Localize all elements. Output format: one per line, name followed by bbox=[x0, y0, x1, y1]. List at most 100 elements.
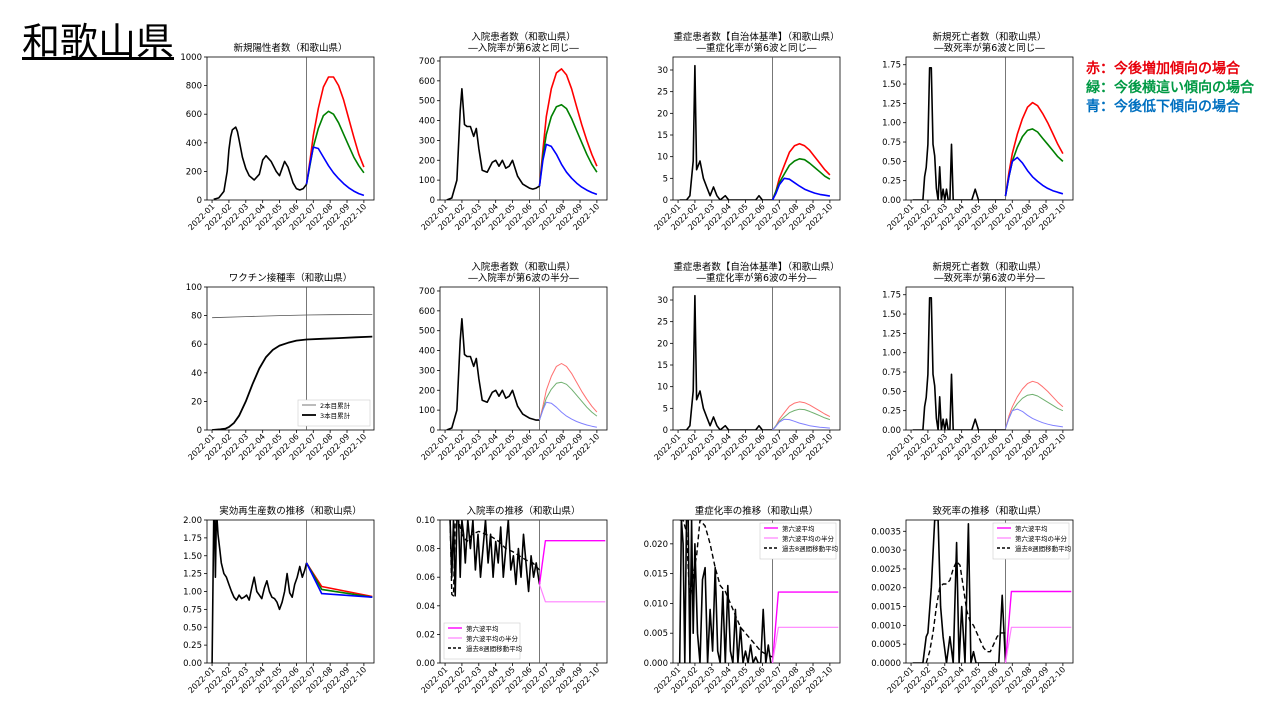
chart-panel-8: 新規死亡者数（和歌山県）―致死率が第6波の半分― 0.00 0.25 0.50 0.75… bbox=[882, 261, 1074, 462]
chart-title: 重症化率の推移（和歌山県） bbox=[695, 505, 819, 517]
series-line-increase bbox=[538, 68, 598, 187]
series-line-decrease bbox=[305, 562, 373, 598]
legend-label: 第六波平均の半分 bbox=[782, 534, 835, 543]
series-line-magenta bbox=[771, 591, 839, 663]
y-tick-label: 1.00 bbox=[882, 119, 901, 129]
y-tick-label: 200 bbox=[419, 386, 435, 396]
chart-panel-11: 重症化率の推移（和歌山県）0.0000.0050.0100.0150.02020… bbox=[644, 505, 841, 695]
series-line-observed bbox=[679, 294, 773, 430]
y-tick-label: 20 bbox=[657, 339, 668, 349]
chart-panel-10: 入院率の推移（和歌山県）0.000.020.040.060.080.102022… bbox=[416, 505, 608, 695]
legend-label: 第六波平均の半分 bbox=[466, 634, 519, 643]
y-tick-label: 0.00 bbox=[882, 196, 901, 206]
y-tick-label: 400 bbox=[186, 139, 202, 149]
chart-panel-12: 致死率の推移（和歌山県） 0.0000 0.0005 0.0010 0.0015 0.00… bbox=[871, 505, 1074, 695]
page-title: 和歌山県 bbox=[22, 20, 175, 64]
series-line-flat bbox=[1004, 128, 1064, 197]
chart-panel-7: 重症患者数【自治体基準】（和歌山県）―重症化率が第6波の半分― 0 5 10 15 20 2… bbox=[652, 261, 841, 462]
legend-label: 第六波平均 bbox=[1015, 524, 1048, 533]
y-tick-label: 600 bbox=[419, 307, 435, 317]
y-tick-label: 30 bbox=[657, 66, 668, 76]
series-line-bold bbox=[212, 335, 373, 430]
chart-panel-6: 入院患者数（和歌山県）―入院率が第6波の半分― 0 100 200 300 400 500 6… bbox=[419, 261, 608, 462]
legend-box bbox=[759, 522, 837, 560]
chart-title: ―致死率が第6波の半分― bbox=[934, 272, 1045, 284]
y-tick-label: 10 bbox=[657, 383, 668, 393]
y-tick-label: 1.75 bbox=[882, 291, 901, 301]
y-tick-label: 20 bbox=[657, 109, 668, 119]
series-line-flat bbox=[305, 562, 373, 598]
y-tick-label: 0.0035 bbox=[871, 527, 901, 537]
y-tick-label: 700 bbox=[419, 287, 435, 297]
y-tick-label: 600 bbox=[186, 110, 202, 120]
series-line-increase bbox=[771, 142, 831, 200]
legend-note-blue: 青：今後低下傾向の場合 bbox=[1086, 99, 1240, 115]
legend-box bbox=[443, 622, 521, 660]
series-line-increase bbox=[772, 401, 831, 430]
chart-title: 致死率の推移（和歌山県） bbox=[932, 505, 1046, 517]
y-tick-label: 400 bbox=[419, 347, 435, 357]
y-tick-label: 100 bbox=[186, 283, 202, 293]
y-tick-label: 200 bbox=[186, 167, 202, 177]
y-tick-label: 0.75 bbox=[183, 605, 202, 615]
series-line-flat bbox=[538, 103, 598, 187]
chart-title: 新規死亡者数（和歌山県） bbox=[932, 261, 1046, 273]
plot-frame bbox=[672, 56, 841, 201]
series-line-observed bbox=[446, 88, 540, 200]
series-line-increase bbox=[539, 363, 598, 421]
y-tick-label: 0.0030 bbox=[871, 546, 901, 556]
series-line-dashed bbox=[679, 520, 773, 658]
series-line-flat bbox=[1005, 393, 1064, 429]
y-tick-label: 0.06 bbox=[416, 573, 435, 583]
series-line-observed bbox=[912, 520, 1007, 663]
y-tick-label: 0.0010 bbox=[871, 621, 901, 631]
scenario-color-legend: 赤：今後増加傾向の場合 緑：今後横這い傾向の場合 青：今後低下傾向の場合 bbox=[1086, 60, 1254, 117]
y-tick-label: 0.00 bbox=[882, 426, 901, 436]
plot-frame bbox=[439, 519, 608, 664]
y-tick-label: 200 bbox=[419, 156, 435, 166]
y-tick-label: 0.00 bbox=[416, 659, 435, 669]
series-line-observed bbox=[678, 520, 773, 663]
chart-title: ワクチン接種率（和歌山県） bbox=[229, 272, 353, 284]
series-line-flat bbox=[539, 381, 598, 421]
chart-title: ―重症化率が第6波の半分― bbox=[696, 272, 817, 284]
y-tick-label: 0.0020 bbox=[871, 584, 901, 594]
series-line-pink bbox=[538, 584, 606, 603]
y-tick-label: 0.0000 bbox=[871, 659, 901, 669]
y-tick-label: 0.010 bbox=[644, 599, 668, 609]
y-tick-label: 0.10 bbox=[416, 516, 435, 526]
legend-label: 第六波平均 bbox=[782, 524, 815, 533]
y-tick-label: 0.0005 bbox=[871, 640, 901, 650]
plot-frame bbox=[672, 519, 841, 664]
chart-title: 新規陽性者数（和歌山県） bbox=[233, 42, 347, 54]
y-tick-label: 10 bbox=[657, 153, 668, 163]
y-tick-label: 1.00 bbox=[882, 349, 901, 359]
chart-panel-9: 実効再生産数の推移（和歌山県） 0.00 0.25 0.50 0.75 1.00 1.25 1… bbox=[183, 505, 375, 695]
y-tick-label: 0.02 bbox=[416, 630, 435, 640]
y-tick-label: 1.00 bbox=[183, 588, 202, 598]
y-tick-label: 0.020 bbox=[644, 540, 668, 550]
chart-title: 入院患者数（和歌山県） bbox=[471, 31, 576, 43]
chart-title: 入院率の推移（和歌山県） bbox=[466, 505, 580, 517]
y-tick-label: 80 bbox=[191, 312, 202, 322]
y-tick-label: 2.00 bbox=[183, 516, 202, 526]
y-tick-label: 800 bbox=[186, 82, 202, 92]
series-line-pink bbox=[1004, 626, 1072, 663]
series-line-increase bbox=[305, 76, 365, 185]
chart-title: ―入院率が第6波と同じ― bbox=[468, 42, 579, 54]
chart-panel-3: 重症患者数【自治体基準】（和歌山県）―重症化率が第6波と同じ― 0 5 10 15 20 2… bbox=[652, 31, 841, 232]
legend-label: 第六波平均 bbox=[466, 624, 499, 633]
series-line-pink bbox=[771, 626, 839, 663]
y-tick-label: 700 bbox=[419, 57, 435, 67]
y-tick-label: 1000 bbox=[180, 53, 202, 63]
legend-label: 過去8週間移動平均 bbox=[466, 644, 523, 653]
chart-panel-4: 新規死亡者数（和歌山県）―致死率が第6波と同じ― 0.00 0.25 0.50 0.75… bbox=[882, 31, 1074, 232]
legend-label: 2本目累計 bbox=[320, 401, 351, 410]
plot-frame bbox=[439, 286, 608, 431]
series-line-observed bbox=[449, 520, 541, 597]
series-line-dashed bbox=[925, 560, 1006, 663]
